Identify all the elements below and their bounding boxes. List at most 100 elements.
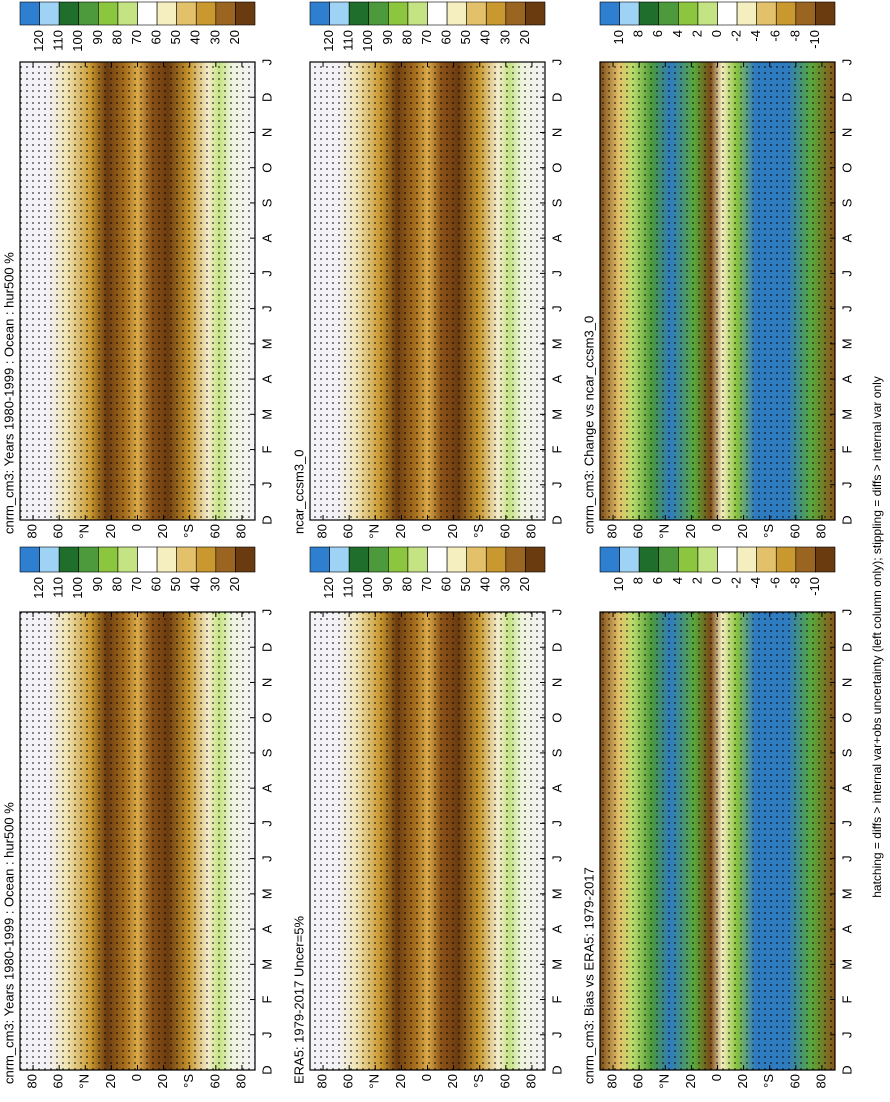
colorbar-box — [58, 1, 80, 26]
colorbar-box — [505, 1, 526, 26]
colorbar-box — [39, 1, 60, 26]
colorbar-tick-label: 120 — [31, 30, 46, 52]
colorbar-box — [407, 1, 428, 26]
colorbar-box — [736, 546, 757, 573]
y-tick-label: 20 — [683, 1074, 698, 1088]
x-tick-label: D — [839, 93, 854, 102]
colorbar-tick-label: 60 — [149, 30, 164, 44]
colorbar-box — [638, 1, 660, 26]
colorbar-box — [98, 546, 119, 573]
rotated-figure: hatching = diffs > internal var+obs unce… — [1, 1, 884, 1089]
colorbar-tick-label: -8 — [787, 30, 802, 42]
y-tick-label: 0 — [709, 1074, 724, 1081]
x-tick-label: S — [839, 748, 854, 757]
colorbar-tick-label: 90 — [90, 577, 105, 591]
x-tick-label: D — [549, 515, 564, 524]
y-tick-label: °S — [761, 1074, 776, 1088]
colorbar-box — [815, 1, 836, 26]
colorbar-box — [599, 1, 620, 26]
x-tick-label: O — [259, 163, 274, 173]
y-tick-label: °S — [181, 524, 196, 538]
x-tick-label: A — [839, 374, 854, 383]
colorbar-box — [78, 1, 99, 26]
y-tick-label: 20 — [735, 524, 750, 538]
colorbar-box — [329, 1, 350, 26]
x-tick-label: D — [259, 1065, 274, 1074]
y-tick-label: 0 — [419, 1074, 434, 1081]
x-tick-label: J — [259, 305, 274, 312]
colorbar-tick-label: 120 — [31, 577, 46, 599]
panel-title: ncar_ccsm3_0 — [291, 449, 306, 534]
x-tick-label: J — [549, 270, 564, 277]
y-tick-label: 60 — [787, 524, 802, 538]
colorbar-tick-label: 70 — [419, 577, 434, 591]
x-tick-label: S — [259, 198, 274, 207]
x-tick-label: J — [839, 305, 854, 312]
colorbar-box — [117, 546, 138, 573]
colorbar-tick-label: 8 — [631, 577, 646, 584]
x-tick-label: S — [549, 198, 564, 207]
y-tick-label: 80 — [24, 524, 39, 538]
x-tick-label: D — [259, 643, 274, 652]
colorbar-tick-label: -4 — [748, 577, 763, 589]
x-tick-label: A — [549, 783, 564, 792]
colorbar-tick-label: 80 — [109, 577, 124, 591]
panel-title: ERA5: 1979-2017 Uncer=5% — [291, 916, 306, 1084]
x-tick-label: D — [839, 515, 854, 524]
colorbar-box — [658, 1, 679, 26]
y-tick-label: 60 — [497, 1074, 512, 1088]
colorbar-tick-label: -10 — [807, 30, 822, 49]
x-tick-label: S — [839, 198, 854, 207]
colorbar-box — [446, 1, 467, 26]
x-tick-label: N — [549, 678, 564, 687]
colorbar-tick-label: 110 — [341, 30, 356, 51]
panel-title: cnrm_cm3: Years 1980-1999 : Ocean : hur5… — [1, 802, 16, 1084]
stippling — [20, 62, 255, 520]
colorbar-box — [19, 1, 40, 26]
x-tick-label: D — [839, 643, 854, 652]
x-tick-label: F — [839, 996, 854, 1004]
y-tick-label: 20 — [155, 524, 170, 538]
y-tick-label: 80 — [604, 1074, 619, 1088]
colorbar-tick-label: 70 — [129, 577, 144, 591]
x-tick-label: O — [259, 713, 274, 723]
x-tick-label: N — [549, 128, 564, 137]
y-tick-label: 20 — [683, 524, 698, 538]
y-tick-label: 20 — [445, 524, 460, 538]
x-tick-label: O — [549, 163, 564, 173]
colorbar-tick-label: 60 — [149, 577, 164, 591]
colorbar-tick-label: 30 — [207, 30, 222, 44]
colorbar-box — [348, 546, 370, 573]
x-tick-label: D — [549, 93, 564, 102]
colorbar-tick-label: 80 — [399, 30, 414, 44]
colorbar-box — [795, 546, 816, 573]
colorbar-box — [658, 546, 679, 573]
colorbar-box — [427, 546, 448, 573]
panel-title: cnrm_cm3: Change vs ncar_ccsm3_0 — [581, 316, 596, 534]
x-tick-label: F — [259, 446, 274, 454]
x-tick-label: F — [839, 446, 854, 454]
colorbar-box — [98, 1, 119, 26]
x-tick-label: J — [259, 59, 274, 66]
colorbar-tick-label: 20 — [227, 30, 242, 44]
colorbar-tick-label: 110 — [341, 577, 356, 598]
colorbar-box — [717, 546, 738, 573]
stippling — [600, 62, 835, 520]
y-tick-label: °S — [471, 1074, 486, 1088]
colorbar-tick-label: 40 — [188, 577, 203, 591]
colorbar-box — [58, 546, 80, 573]
x-tick-label: J — [259, 1032, 274, 1039]
x-tick-label: M — [839, 409, 854, 420]
x-tick-label: M — [549, 888, 564, 899]
x-tick-label: F — [259, 996, 274, 1004]
colorbar-box — [638, 546, 660, 573]
x-tick-label: O — [839, 163, 854, 173]
x-tick-label: J — [839, 482, 854, 489]
x-tick-label: A — [839, 783, 854, 792]
colorbar-tick-label: -6 — [768, 577, 783, 589]
y-tick-label: 80 — [233, 524, 248, 538]
colorbar-tick-label: 120 — [321, 30, 336, 52]
y-tick-label: °S — [471, 524, 486, 538]
x-tick-label: J — [259, 609, 274, 616]
